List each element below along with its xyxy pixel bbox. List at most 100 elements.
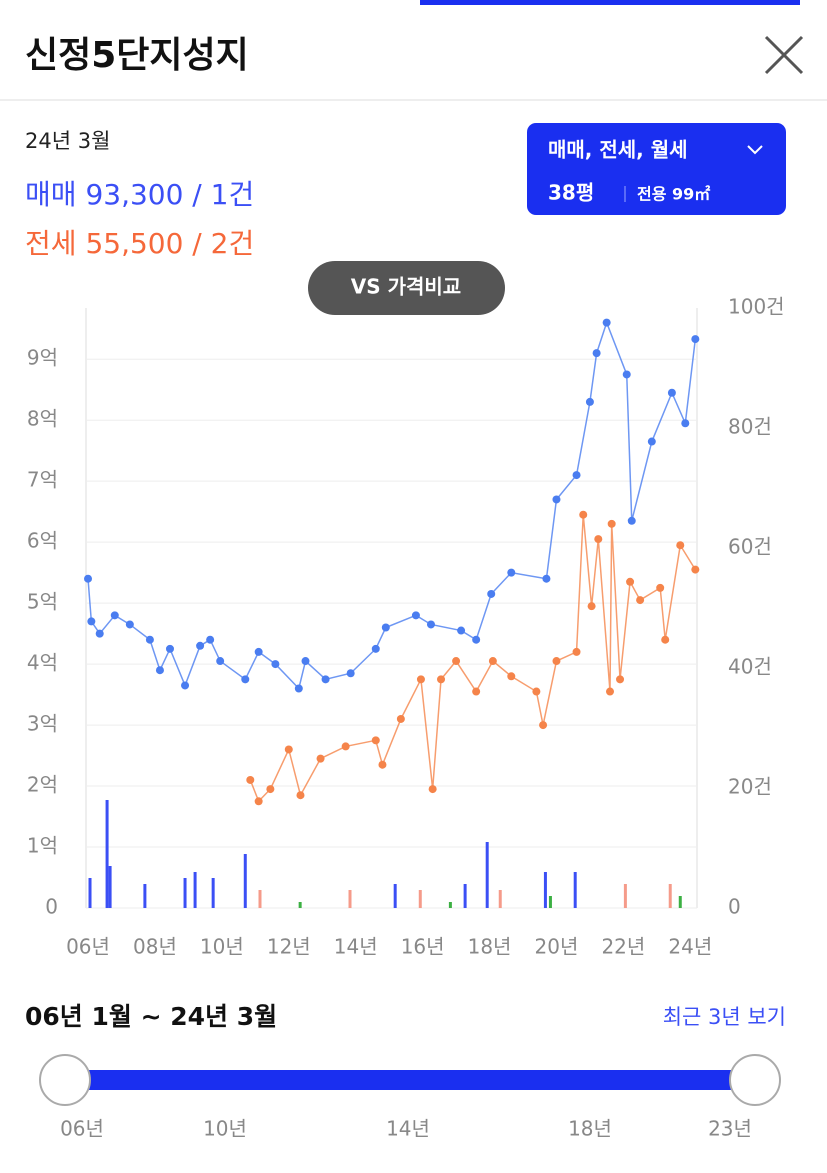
price-point: [296, 791, 305, 800]
y2-tick-label: 80건: [728, 415, 772, 439]
y2-tick-label: 20건: [728, 775, 772, 799]
price-point: [341, 742, 350, 751]
volume-bar: [211, 878, 215, 908]
x-tick-label: 06년: [66, 935, 110, 959]
price-point: [321, 675, 330, 684]
price-point: [542, 574, 551, 583]
price-point: [254, 647, 263, 656]
price-point: [266, 785, 275, 794]
price-point: [488, 657, 497, 666]
volume-bar: [348, 890, 352, 908]
volume-bar: [393, 884, 397, 908]
close-button[interactable]: [764, 35, 804, 75]
volume-bar: [573, 872, 577, 908]
price-point: [416, 675, 425, 684]
price-point: [301, 657, 310, 666]
x-tick-label: 14년: [334, 935, 378, 959]
price-point: [196, 641, 205, 650]
x-tick-label: 22년: [601, 935, 645, 959]
price-point: [616, 675, 625, 684]
price-point: [396, 714, 405, 723]
volume-bar: [463, 884, 467, 908]
volume-bar: [183, 878, 187, 908]
volume-bar: [105, 800, 109, 908]
compare-label: VS 가격비교: [351, 275, 461, 299]
price-point: [539, 721, 548, 730]
sale-value: 93,300 / 1건: [85, 178, 254, 211]
y-tick-label: 8억: [27, 407, 58, 431]
area: 전용 99㎡: [637, 185, 710, 204]
slider-handle[interactable]: [729, 1054, 781, 1106]
price-point: [585, 397, 594, 406]
price-point: [552, 495, 561, 504]
volume-bar: [498, 890, 502, 908]
volume-bar: [143, 884, 147, 908]
compare-button-bg: [308, 261, 505, 315]
price-point: [626, 577, 635, 586]
price-point: [606, 687, 615, 696]
size: 38평: [548, 181, 594, 205]
slider-labels: 06년 10년 14년 18년 23년: [60, 1117, 752, 1141]
dropdown-icon: [747, 145, 763, 155]
summary-date: 24년 3월: [25, 129, 110, 153]
volume-bar: [548, 896, 552, 908]
period-range: 06년 1월 ~ 24년 3월: [25, 1002, 277, 1031]
range-slider[interactable]: [39, 1054, 781, 1106]
price-point: [602, 318, 611, 327]
y-tick-label: 6억: [27, 529, 58, 553]
price-point: [627, 516, 636, 525]
price-point: [507, 672, 516, 681]
slider-label: 14년: [386, 1117, 430, 1141]
y-tick-label: 4억: [27, 651, 58, 675]
price-point: [472, 687, 481, 696]
slider-label: 23년: [708, 1117, 752, 1141]
price-point: [145, 635, 154, 644]
price-point: [691, 565, 700, 574]
volume-bar: [448, 902, 452, 908]
price-point: [87, 617, 96, 626]
volume-bar: [678, 896, 682, 908]
y2-tick-label: 0: [728, 895, 741, 919]
jeonse-label: 전세: [25, 227, 77, 260]
price-point: [316, 754, 325, 763]
x-tick-label: 24년: [668, 935, 712, 959]
price-point: [647, 437, 656, 446]
price-point: [572, 647, 581, 656]
volume-bar: [668, 884, 672, 908]
filter-button[interactable]: 매매, 전세, 월세 38평 전용 99㎡: [527, 123, 786, 215]
price-point: [95, 629, 104, 638]
price-point: [378, 760, 387, 769]
jeonse-summary: 전세 55,500 / 2건: [25, 227, 254, 260]
price-point: [452, 657, 461, 666]
price-point: [656, 583, 665, 592]
tab-indicator: [420, 0, 800, 5]
recent-link[interactable]: 최근 3년 보기: [663, 1005, 786, 1029]
price-point: [572, 471, 581, 480]
price-point: [552, 657, 561, 666]
price-point: [594, 535, 603, 544]
price-point: [579, 510, 588, 519]
filter-button-bg: [527, 123, 786, 215]
jeonse-value: 55,500 / 2건: [85, 227, 254, 260]
x-tick-label: 10년: [200, 935, 244, 959]
volume-bar: [543, 872, 547, 908]
price-point: [507, 568, 516, 577]
chart: 0 1억 2억 3억 4억 5억 6억 7억 8억 9억 0 20건 40건 60건 80건 100건 06년 0…: [27, 295, 785, 959]
price-point: [426, 620, 435, 629]
x-tick-label: 20년: [535, 935, 579, 959]
price-point: [125, 620, 134, 629]
slider-label: 18년: [568, 1117, 612, 1141]
y2-tick-label: 40건: [728, 655, 772, 679]
slider-handle[interactable]: [39, 1054, 91, 1106]
close-icon: [764, 35, 804, 75]
y-tick-label: 1억: [27, 834, 58, 858]
volume-bar: [243, 854, 247, 908]
price-point: [371, 736, 380, 745]
title: 신정5단지성지: [25, 35, 249, 76]
compare-button[interactable]: VS 가격비교: [308, 261, 505, 315]
volume-bar: [485, 842, 489, 908]
price-point: [165, 644, 174, 653]
price-point: [592, 349, 601, 358]
